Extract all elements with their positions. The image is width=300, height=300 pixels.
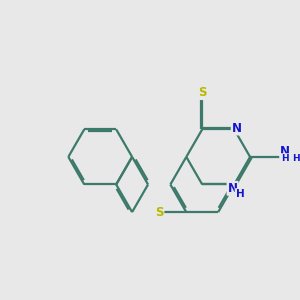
Text: H: H: [292, 154, 300, 163]
Text: N: N: [227, 182, 238, 195]
Text: S: S: [198, 86, 206, 99]
Text: N: N: [232, 122, 242, 134]
Text: H: H: [281, 154, 289, 163]
Text: N: N: [280, 145, 290, 158]
Text: S: S: [155, 206, 164, 219]
Text: H: H: [236, 189, 244, 199]
